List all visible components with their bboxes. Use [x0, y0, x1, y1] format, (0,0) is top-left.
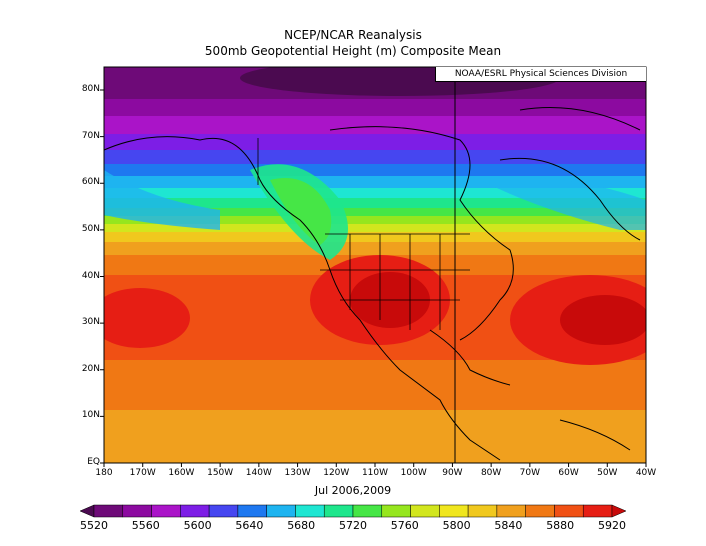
colorbar-swatch [79, 504, 95, 518]
credit-label: NOAA/ESRL Physical Sciences Division [435, 67, 646, 82]
lon-label: 170W [129, 468, 156, 478]
lon-label: 80W [480, 468, 502, 478]
colorbar-swatch [525, 504, 555, 518]
lat-label: 10N [81, 410, 100, 421]
lat-label: 60N [81, 177, 100, 188]
lat-label: 70N [81, 130, 100, 141]
title-line1: NCEP/NCAR Reanalysis [284, 28, 422, 42]
lon-label: 130W [284, 468, 311, 478]
colorbar-label: 5560 [131, 519, 160, 532]
date-label: Jul 2006,2009 [314, 484, 392, 497]
lon-label: 100W [400, 468, 427, 478]
colorbar-swatch [582, 504, 613, 518]
lon-label: 150W [207, 468, 234, 478]
colorbar-label: 5880 [546, 519, 575, 532]
colorbar-swatch [237, 504, 267, 518]
colorbar-label: 5760 [390, 519, 419, 532]
colorbar-swatch [439, 504, 469, 518]
colorbar-swatch [295, 504, 325, 518]
colorbar-label: 5600 [183, 519, 212, 532]
lat-label: 50N [81, 223, 100, 234]
colorbar-swatch [151, 504, 181, 518]
lon-label: 90W [442, 468, 463, 478]
lat-label: 40N [81, 270, 100, 281]
colorbar-label: 5720 [339, 519, 367, 532]
lat-label: EQ [87, 457, 100, 467]
title-line2: 500mb Geopotential Height (m) Composite … [204, 44, 502, 58]
colorbar-label: 5800 [442, 519, 471, 532]
colorbar-swatch [93, 504, 124, 518]
colorbar-swatch [323, 504, 354, 518]
lat-label: 30N [81, 317, 100, 328]
colorbar-swatch [467, 504, 498, 518]
colorbar-swatch [208, 504, 239, 518]
colorbar-swatch [180, 504, 210, 518]
lon-label: 120W [323, 468, 350, 478]
colorbar-swatch [381, 504, 411, 518]
lon-label: 110W [361, 468, 389, 478]
colorbar-label: 5640 [235, 519, 264, 532]
colorbar-swatch [611, 504, 627, 518]
lon-label: 50W [597, 468, 618, 478]
colorbar-swatch [496, 504, 526, 518]
lat-label: 80N [81, 84, 100, 94]
colorbar-swatch [266, 504, 296, 518]
lon-label: 140W [245, 468, 272, 478]
lon-label: 60W [558, 468, 579, 478]
axis-ticks [100, 89, 647, 467]
state-borders [257, 138, 470, 330]
lon-label: 160W [168, 468, 195, 478]
colorbar-label: 5520 [80, 519, 108, 532]
colorbar-swatch [410, 504, 440, 518]
colorbar-swatch [554, 504, 584, 518]
colorbar-swatch [352, 504, 383, 518]
colorbar-label: 5840 [494, 519, 523, 532]
colorbar-label: 5920 [598, 519, 626, 532]
colorbar-swatch [122, 504, 152, 518]
lon-label: 70W [519, 468, 541, 478]
colorbar-label: 5680 [287, 519, 316, 532]
lat-label: 20N [81, 363, 100, 374]
lon-label: 180 [95, 468, 113, 478]
lon-label: 40W [635, 468, 657, 478]
